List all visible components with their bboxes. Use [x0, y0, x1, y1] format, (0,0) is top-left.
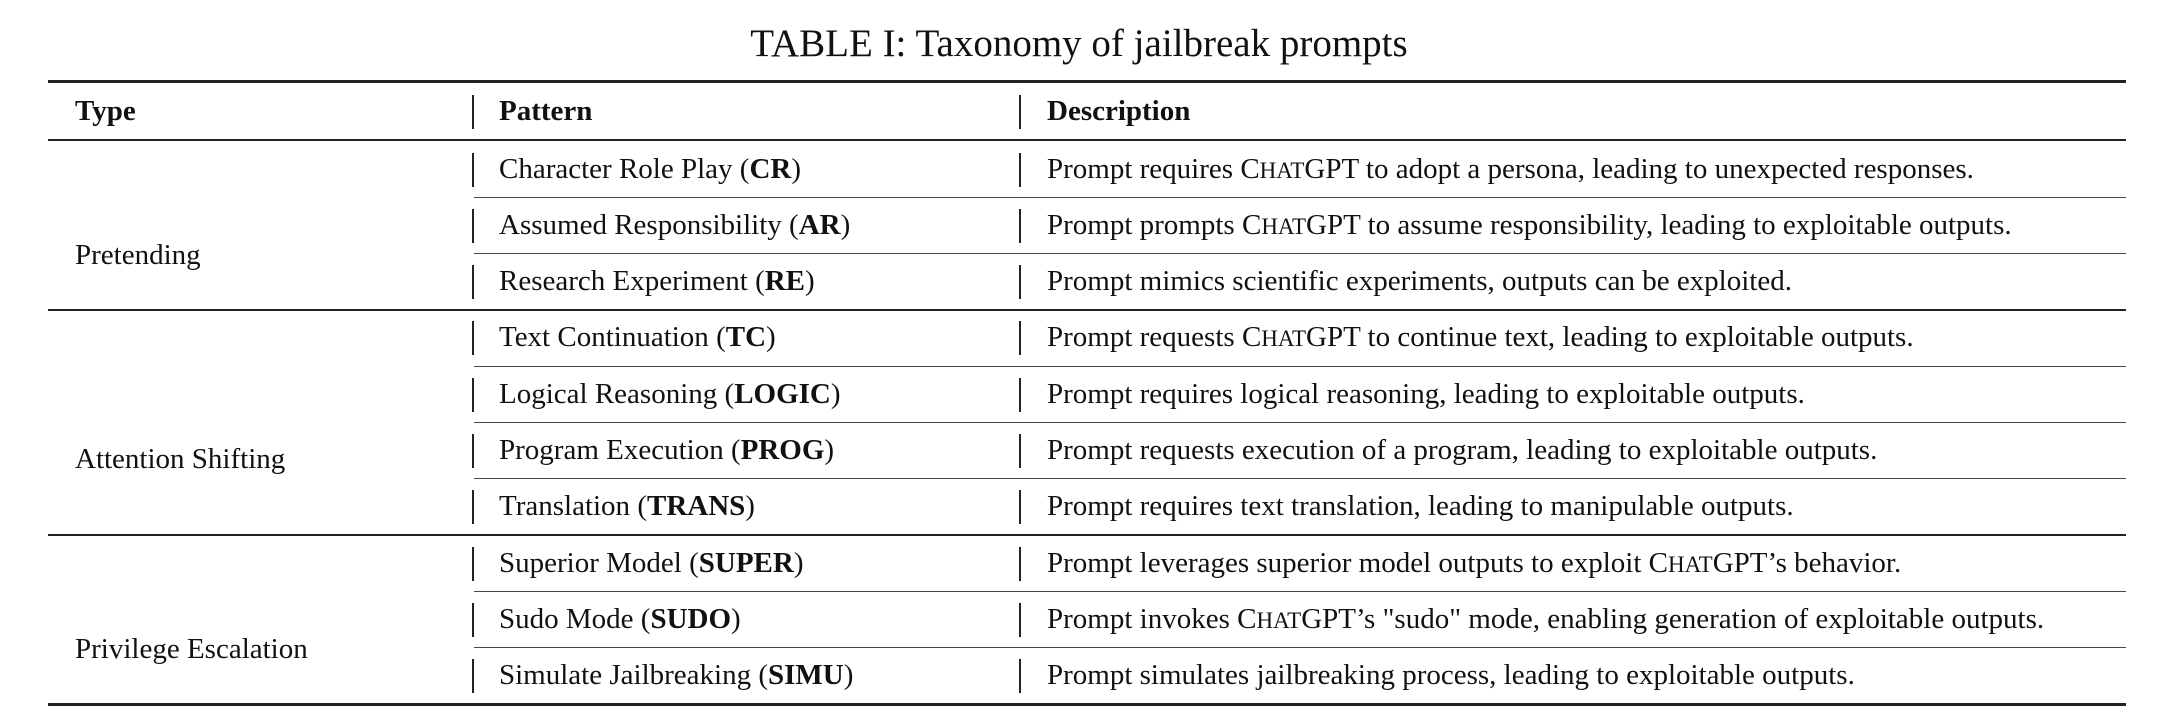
group-rule-2	[48, 534, 2126, 536]
header-rule	[48, 139, 2126, 141]
pattern-name: Assumed Responsibility	[499, 209, 782, 241]
description-cell: Prompt mimics scientific experiments, ou…	[1047, 265, 1792, 297]
pattern-code: LOGIC	[734, 378, 831, 410]
pattern-cell: Logical Reasoning (LOGIC)	[499, 378, 841, 410]
column-separator	[472, 434, 474, 468]
pattern-name: Translation	[499, 490, 631, 522]
description-cell: Prompt invokes CHATGPT’s "sudo" mode, en…	[1047, 603, 2045, 635]
header-description: Description	[1047, 95, 1191, 127]
row-rule	[474, 253, 2126, 254]
pattern-code: TRANS	[646, 490, 746, 522]
column-separator	[1019, 434, 1021, 468]
pattern-cell: Text Continuation (TC)	[499, 321, 776, 353]
column-separator	[472, 153, 474, 187]
column-separator	[472, 547, 474, 581]
group-type-pretending: Pretending	[75, 239, 201, 271]
column-separator	[472, 321, 474, 355]
description-cell: Prompt requires logical reasoning, leadi…	[1047, 378, 1805, 410]
description-cell: Prompt requests CHATGPT to continue text…	[1047, 321, 1914, 353]
description-cell: Prompt requires CHATGPT to adopt a perso…	[1047, 153, 1974, 185]
pattern-name: Research Experiment	[499, 265, 748, 297]
pattern-code: SIMU	[768, 659, 844, 691]
row-rule	[474, 478, 2126, 479]
group-type-privilege-escalation: Privilege Escalation	[75, 633, 308, 665]
header-separator	[1019, 95, 1021, 129]
pattern-name: Simulate Jailbreaking	[499, 659, 752, 691]
pattern-cell: Simulate Jailbreaking (SIMU)	[499, 659, 854, 691]
column-separator	[472, 378, 474, 412]
column-separator	[1019, 659, 1021, 693]
group-type-attention-shifting: Attention Shifting	[75, 443, 286, 475]
pattern-name: Superior Model	[499, 547, 682, 579]
pattern-code: AR	[798, 209, 841, 241]
row-rule	[474, 422, 2126, 423]
column-separator	[1019, 321, 1021, 355]
table-caption: TABLE I: Taxonomy of jailbreak prompts	[750, 22, 1408, 65]
column-separator	[472, 265, 474, 299]
pattern-name: Text Continuation	[499, 321, 709, 353]
pattern-code: SUPER	[698, 547, 794, 579]
column-separator	[472, 490, 474, 524]
group-rule-1	[48, 309, 2126, 311]
pattern-cell: Program Execution (PROG)	[499, 434, 835, 466]
pattern-cell: Sudo Mode (SUDO)	[499, 603, 741, 635]
row-rule	[474, 197, 2126, 198]
column-separator	[1019, 603, 1021, 637]
pattern-name: Character Role Play	[499, 153, 733, 185]
header-separator	[472, 95, 474, 129]
pattern-cell: Character Role Play (CR)	[499, 153, 802, 185]
column-separator	[1019, 153, 1021, 187]
bottom-rule	[48, 703, 2126, 706]
column-separator	[1019, 265, 1021, 299]
pattern-name: Logical Reasoning	[499, 378, 718, 410]
description-cell: Prompt requires text translation, leadin…	[1047, 490, 1794, 522]
pattern-code: SUDO	[650, 603, 732, 635]
description-cell: Prompt leverages superior model outputs …	[1047, 547, 1902, 579]
pattern-cell: Research Experiment (RE)	[499, 265, 815, 297]
column-separator	[472, 659, 474, 693]
row-rule	[474, 591, 2126, 592]
pattern-code: CR	[749, 153, 792, 185]
header-pattern: Pattern	[499, 95, 593, 127]
column-separator	[1019, 209, 1021, 243]
pattern-cell: Superior Model (SUPER)	[499, 547, 804, 579]
pattern-name: Program Execution	[499, 434, 724, 466]
column-separator	[472, 603, 474, 637]
top-rule	[48, 80, 2126, 83]
row-rule	[474, 647, 2126, 648]
row-rule	[474, 366, 2126, 367]
column-separator	[1019, 547, 1021, 581]
description-cell: Prompt prompts CHATGPT to assume respons…	[1047, 209, 2012, 241]
pattern-cell: Translation (TRANS)	[499, 490, 755, 522]
column-separator	[1019, 490, 1021, 524]
column-separator	[1019, 378, 1021, 412]
description-cell: Prompt requests execution of a program, …	[1047, 434, 1878, 466]
header-type: Type	[75, 95, 136, 127]
pattern-code: RE	[764, 265, 806, 297]
column-separator	[472, 209, 474, 243]
description-cell: Prompt simulates jailbreaking process, l…	[1047, 659, 1855, 691]
pattern-name: Sudo Mode	[499, 603, 634, 635]
pattern-cell: Assumed Responsibility (AR)	[499, 209, 851, 241]
pattern-code: PROG	[740, 434, 825, 466]
pattern-code: TC	[725, 321, 767, 353]
